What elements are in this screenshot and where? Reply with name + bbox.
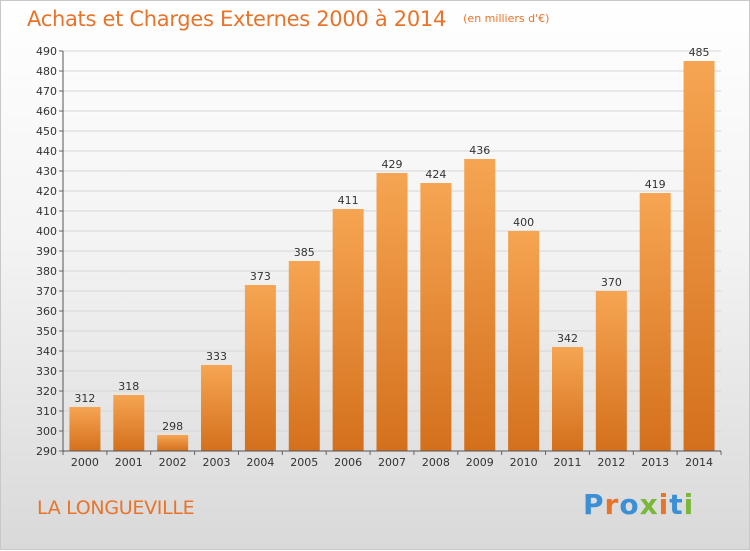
y-tick-label: 300	[36, 425, 57, 438]
logo-letter: x	[639, 488, 659, 521]
bar	[551, 347, 583, 451]
bar	[244, 285, 276, 451]
bar	[508, 231, 540, 451]
data-label: 429	[382, 158, 403, 171]
x-tick-label: 2005	[290, 456, 318, 469]
y-tick-label: 420	[36, 185, 57, 198]
bar	[69, 407, 101, 451]
x-axis-ticks: 2000 2001 2002 2003 2004 2005 2006 2007 2008 2009…	[62, 451, 722, 469]
y-tick-label: 350	[36, 325, 57, 338]
x-tick-label: 2004	[246, 456, 274, 469]
logo-letter: o	[619, 488, 640, 521]
bar	[201, 365, 233, 451]
bars	[69, 61, 715, 451]
bar	[332, 209, 364, 451]
axes	[62, 51, 721, 452]
y-tick-label: 320	[36, 385, 57, 398]
data-label: 373	[250, 270, 271, 283]
x-tick-label: 2013	[641, 456, 669, 469]
x-tick-label: 2014	[685, 456, 713, 469]
logo-letter: P	[583, 488, 605, 521]
x-tick-label: 2001	[115, 456, 143, 469]
bar	[464, 159, 496, 451]
proxiti-logo: Proxiti	[583, 488, 694, 521]
y-tick-label: 490	[36, 45, 57, 58]
title-block: Achats et Charges Externes 2000 à 2014 (…	[27, 7, 549, 31]
x-tick-label: 2002	[159, 456, 187, 469]
bar	[288, 261, 320, 451]
data-labels: 312 318 298 333 373 385 411 429 424 436 400 342 370 4…	[74, 46, 709, 433]
x-tick-label: 2008	[422, 456, 450, 469]
y-tick-label: 370	[36, 285, 57, 298]
bar	[376, 173, 408, 451]
x-tick-label: 2010	[510, 456, 538, 469]
logo-letter: r	[604, 488, 620, 521]
data-label: 318	[118, 380, 139, 393]
data-label: 312	[74, 392, 95, 405]
bar	[113, 395, 145, 451]
data-label: 400	[513, 216, 534, 229]
bar	[157, 435, 189, 451]
y-tick-label: 290	[36, 445, 57, 458]
data-label: 419	[645, 178, 666, 191]
x-tick-label: 2000	[71, 456, 99, 469]
x-tick-label: 2009	[466, 456, 494, 469]
logo-letter: i	[658, 488, 670, 521]
logo-letter: i	[683, 488, 695, 521]
x-tick-label: 2006	[334, 456, 362, 469]
y-tick-label: 430	[36, 165, 57, 178]
y-tick-label: 460	[36, 105, 57, 118]
bar	[595, 291, 627, 451]
y-tick-label: 480	[36, 65, 57, 78]
x-tick-label: 2007	[378, 456, 406, 469]
y-tick-label: 470	[36, 85, 57, 98]
y-tick-label: 440	[36, 145, 57, 158]
data-label: 385	[294, 246, 315, 259]
y-tick-label: 450	[36, 125, 57, 138]
data-label: 333	[206, 350, 227, 363]
chart-unit: (en milliers d'€)	[463, 12, 550, 25]
chart-title: Achats et Charges Externes 2000 à 2014	[27, 7, 447, 31]
bar	[420, 183, 452, 451]
logo-letter: t	[669, 488, 684, 521]
y-tick-label: 410	[36, 205, 57, 218]
data-label: 342	[557, 332, 578, 345]
commune-name: LA LONGUEVILLE	[37, 497, 195, 519]
bar	[639, 193, 671, 451]
y-tick-label: 380	[36, 265, 57, 278]
x-tick-label: 2003	[203, 456, 231, 469]
x-tick-label: 2012	[597, 456, 625, 469]
data-label: 485	[689, 46, 710, 59]
y-tick-label: 330	[36, 365, 57, 378]
data-label: 424	[425, 168, 446, 181]
data-label: 298	[162, 420, 183, 433]
data-label: 411	[338, 194, 359, 207]
y-tick-label: 360	[36, 305, 57, 318]
x-tick-label: 2011	[553, 456, 581, 469]
y-tick-label: 310	[36, 405, 57, 418]
bar	[683, 61, 715, 451]
y-tick-label: 390	[36, 245, 57, 258]
data-label: 370	[601, 276, 622, 289]
y-tick-label: 340	[36, 345, 57, 358]
y-tick-label: 400	[36, 225, 57, 238]
y-axis-ticks: 290 300 310 320 330 340 350 360 370 380 390 400 410 4…	[36, 45, 63, 458]
data-label: 436	[469, 144, 490, 157]
